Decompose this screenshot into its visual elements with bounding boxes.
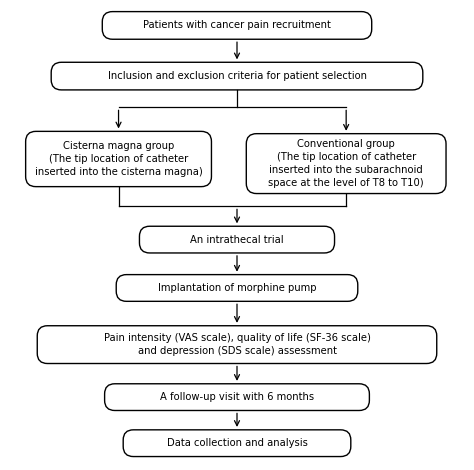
Text: Data collection and analysis: Data collection and analysis [166, 438, 308, 448]
FancyBboxPatch shape [37, 326, 437, 363]
FancyBboxPatch shape [105, 384, 369, 410]
Text: Cisterna magna group
(The tip location of catheter
inserted into the cisterna ma: Cisterna magna group (The tip location o… [35, 141, 202, 177]
Text: Inclusion and exclusion criteria for patient selection: Inclusion and exclusion criteria for pat… [108, 71, 366, 81]
FancyBboxPatch shape [246, 133, 446, 194]
FancyBboxPatch shape [116, 274, 358, 301]
FancyBboxPatch shape [139, 226, 335, 253]
FancyBboxPatch shape [123, 430, 351, 456]
Text: Patients with cancer pain recruitment: Patients with cancer pain recruitment [143, 20, 331, 31]
Text: Implantation of morphine pump: Implantation of morphine pump [158, 283, 316, 293]
Text: Pain intensity (VAS scale), quality of life (SF-36 scale)
and depression (SDS sc: Pain intensity (VAS scale), quality of l… [103, 333, 371, 356]
FancyBboxPatch shape [102, 12, 372, 39]
Text: An intrathecal trial: An intrathecal trial [190, 235, 284, 244]
FancyBboxPatch shape [26, 131, 211, 187]
Text: A follow-up visit with 6 months: A follow-up visit with 6 months [160, 392, 314, 402]
FancyBboxPatch shape [51, 62, 423, 90]
Text: Conventional group
(The tip location of catheter
inserted into the subarachnoid
: Conventional group (The tip location of … [268, 140, 424, 188]
